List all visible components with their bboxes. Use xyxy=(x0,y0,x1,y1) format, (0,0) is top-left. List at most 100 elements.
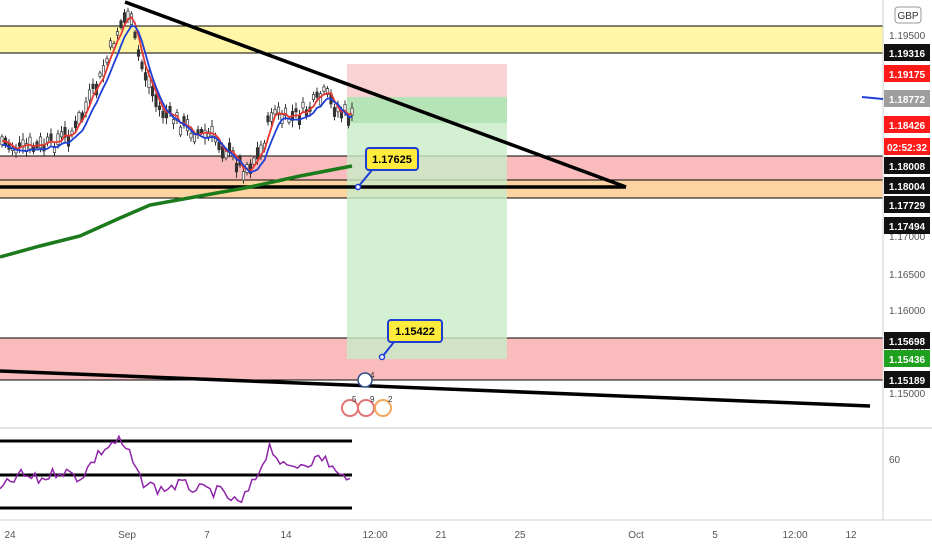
candle-body xyxy=(294,108,298,113)
price-axis-tick: 1.15000 xyxy=(889,389,926,400)
time-axis-tick: 21 xyxy=(435,530,447,541)
event-count-4: 2 xyxy=(388,395,393,404)
last-price-marker xyxy=(861,96,884,100)
currency-badge[interactable] xyxy=(894,6,922,24)
price-axis-tick: 1.16000 xyxy=(889,306,926,317)
candle-body xyxy=(311,94,316,100)
candle-body xyxy=(217,141,221,151)
candle-body xyxy=(98,72,102,77)
time-axis-tick: 5 xyxy=(712,530,718,541)
callout-1-label: 1.17625 xyxy=(372,154,412,166)
time-axis-tick: 7 xyxy=(204,530,210,541)
price-label-box xyxy=(884,177,930,194)
candle-body xyxy=(206,131,211,138)
callout-2[interactable]: 1.15422 xyxy=(378,319,443,361)
candle-body xyxy=(108,40,113,48)
candle-body xyxy=(133,31,137,39)
candle-body xyxy=(283,107,288,116)
candle-body xyxy=(105,58,109,63)
event-markers[interactable]: 4 5 9 2 xyxy=(341,371,393,417)
price-label-box xyxy=(884,332,930,349)
price-label: 1.17494 xyxy=(889,222,926,233)
candle-body xyxy=(115,31,120,36)
candle-body xyxy=(45,136,50,143)
price-label-box xyxy=(884,65,930,82)
price-label: 1.18426 xyxy=(889,121,926,132)
price-label-box xyxy=(884,90,930,107)
price-label: 1.18008 xyxy=(889,162,926,173)
price-label: 1.18772 xyxy=(889,95,926,106)
candle-body xyxy=(63,127,67,138)
candle-body xyxy=(332,107,337,117)
currency-badge-label: GBP xyxy=(897,11,918,22)
price-label-box xyxy=(884,217,930,234)
lower-trendline[interactable] xyxy=(0,369,871,408)
candle-body xyxy=(73,120,78,129)
rsi-line xyxy=(0,434,351,504)
price-label: 1.15436 xyxy=(889,355,926,366)
candle-body xyxy=(234,163,239,173)
price-axis-tick: 1.15500 xyxy=(889,344,926,355)
event-count-3: 9 xyxy=(370,395,375,404)
price-label: 1.15698 xyxy=(889,337,926,348)
candle-body xyxy=(252,157,256,165)
event-count-2: 5 xyxy=(352,395,357,404)
price-label: 1.19316 xyxy=(889,49,926,60)
candle-body xyxy=(119,20,123,28)
price-labels: 1.19316 1.19175 1.18772 1.18426 02:52:32 1.18… xyxy=(884,44,930,388)
price-axis[interactable]: 1.19500 1.17000 1.16500 1.16000 1.15500 1.150… xyxy=(889,31,926,400)
candle-body xyxy=(157,105,162,110)
long-moving-average xyxy=(0,164,353,259)
event-icon-4[interactable] xyxy=(374,399,392,417)
candle-body xyxy=(301,101,305,109)
time-axis[interactable]: 24 Sep 7 14 12:00 21 25 Oct 5 12:00 12 xyxy=(4,530,857,541)
price-label-box xyxy=(884,157,930,174)
time-axis-tick: 12 xyxy=(845,530,857,541)
candle-body xyxy=(325,88,330,95)
candle-body xyxy=(91,83,95,89)
price-label-box xyxy=(884,44,930,61)
candle-body xyxy=(315,91,319,98)
descending-trendline[interactable] xyxy=(124,0,627,189)
price-label-box xyxy=(884,196,930,213)
price-label: 1.15189 xyxy=(889,376,926,387)
price-label-box xyxy=(884,371,930,388)
candle-body xyxy=(28,136,32,150)
candle-body xyxy=(87,89,92,101)
candle-body xyxy=(17,142,22,147)
candle-body xyxy=(276,106,281,116)
candle-body xyxy=(38,136,43,149)
candle-body xyxy=(143,72,148,81)
event-count-1: 4 xyxy=(370,371,375,380)
rsi-axis-tick: 60 xyxy=(889,455,901,466)
candle-body xyxy=(318,93,323,106)
candle-body xyxy=(150,86,155,97)
supply-zone-yellow xyxy=(0,26,883,53)
candle-body xyxy=(140,61,144,70)
callout-2-label: 1.15422 xyxy=(395,326,435,338)
price-label: 1.18004 xyxy=(889,182,926,193)
candle-body xyxy=(189,132,193,139)
callout-1[interactable]: 1.17625 xyxy=(354,147,419,191)
take-profit-near-area xyxy=(347,97,507,123)
candle-body xyxy=(241,171,246,181)
candle-body xyxy=(66,135,71,147)
time-axis-tick: Oct xyxy=(628,530,644,541)
candle-body xyxy=(350,107,354,116)
candle-body xyxy=(199,128,204,133)
candle-body xyxy=(171,118,176,125)
stop-loss-area[interactable] xyxy=(347,64,507,97)
event-icon-1[interactable] xyxy=(357,372,373,388)
price-label-box xyxy=(884,138,930,155)
candle-body xyxy=(122,12,127,23)
take-profit-area[interactable] xyxy=(347,97,507,359)
price-series xyxy=(0,7,354,259)
price-axis-tick: 1.19500 xyxy=(889,31,926,42)
candle-body xyxy=(178,126,183,136)
candle-body xyxy=(56,133,60,145)
price-label-box xyxy=(884,350,930,367)
candle-body xyxy=(182,116,186,126)
candle-body xyxy=(161,110,165,119)
